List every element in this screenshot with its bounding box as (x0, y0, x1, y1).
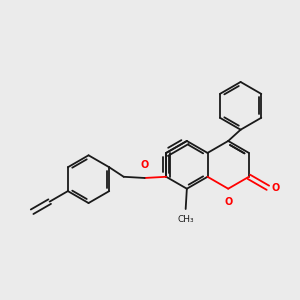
Text: O: O (271, 183, 279, 193)
Text: O: O (224, 197, 232, 207)
Text: CH₃: CH₃ (177, 215, 194, 224)
Text: O: O (141, 160, 149, 170)
